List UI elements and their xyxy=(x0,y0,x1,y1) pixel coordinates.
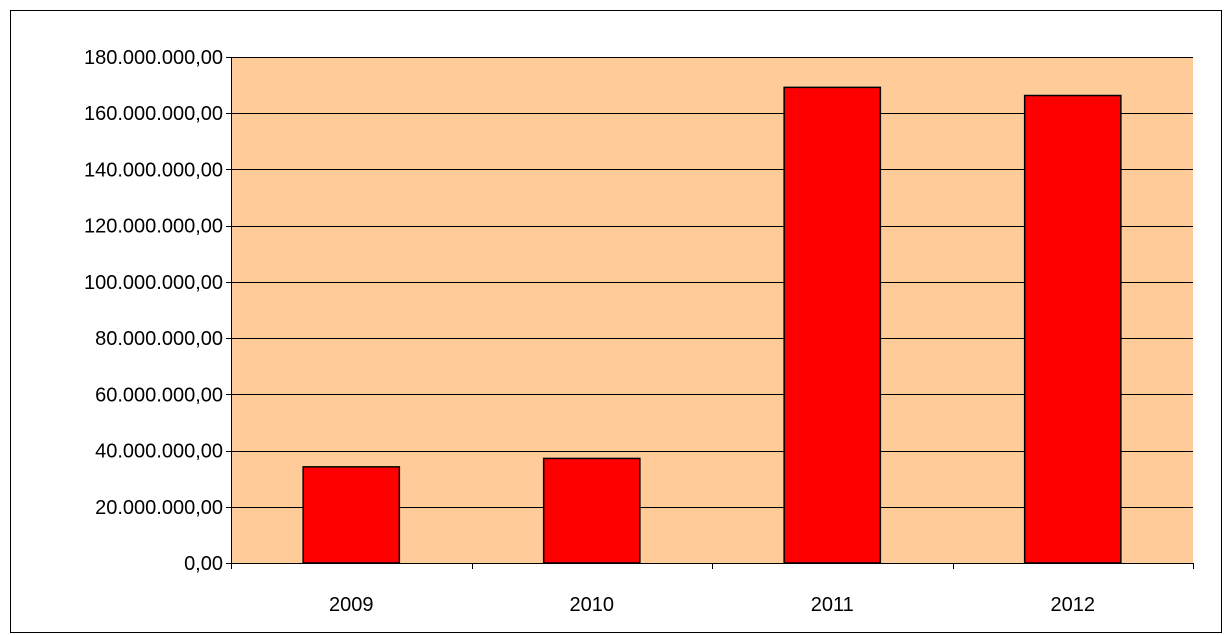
x-axis-tick-labels: 2009 2010 2011 2012 xyxy=(329,594,1095,616)
y-tick-label: 20.000.000,00 xyxy=(95,497,223,519)
bar-2012 xyxy=(1023,94,1122,564)
bar-2009 xyxy=(302,466,401,564)
x-tick-label: 2010 xyxy=(570,594,615,616)
y-tick-label: 120.000.000,00 xyxy=(84,216,223,238)
y-tick-label: 180.000.000,00 xyxy=(84,47,223,69)
bar-2011 xyxy=(783,86,882,564)
y-tick-label: 60.000.000,00 xyxy=(95,384,223,406)
x-tick-label: 2011 xyxy=(811,594,854,616)
y-tick-label: 40.000.000,00 xyxy=(95,441,223,463)
y-axis-tick-labels: 0,00 20.000.000,00 40.000.000,00 60.000.000… xyxy=(84,47,223,575)
y-tick-label: 100.000.000,00 xyxy=(84,272,223,294)
y-tick-label: 160.000.000,00 xyxy=(84,103,223,125)
y-tick-label: 140.000.000,00 xyxy=(84,159,223,181)
y-tick-label: 80.000.000,00 xyxy=(95,328,223,350)
bar-2010 xyxy=(542,457,641,564)
x-tick-label: 2009 xyxy=(329,594,374,616)
x-tick-label: 2012 xyxy=(1051,594,1096,616)
y-tick-label: 0,00 xyxy=(184,553,223,575)
bars xyxy=(302,86,1122,564)
axes xyxy=(226,57,1194,569)
